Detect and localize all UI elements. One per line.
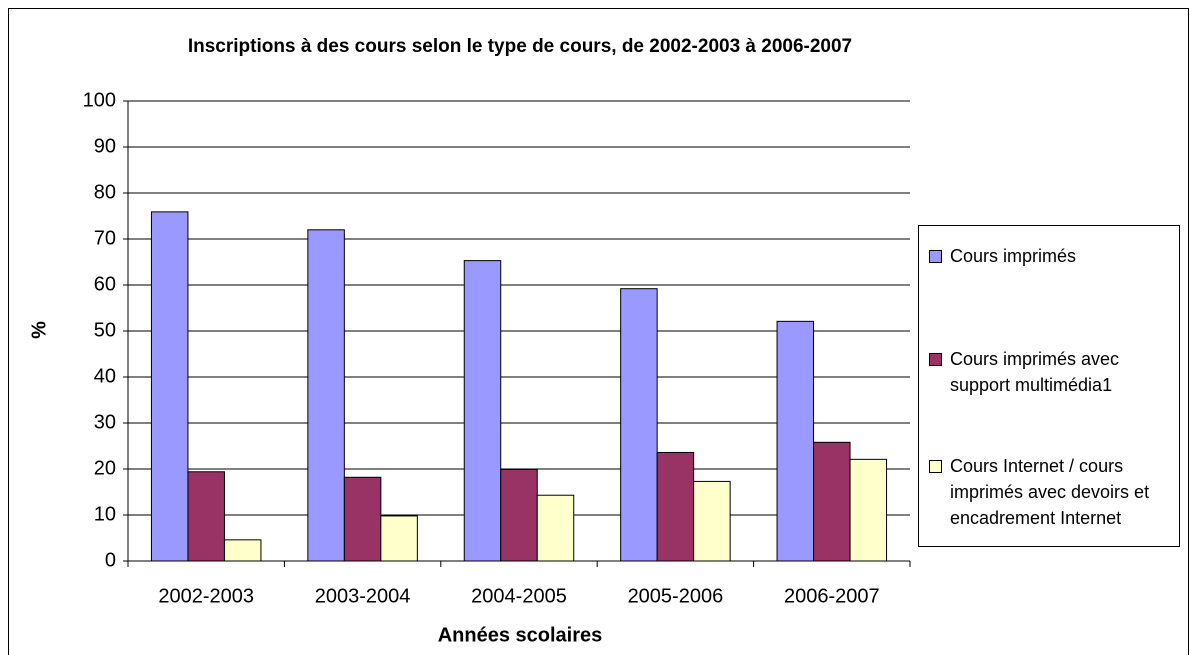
chart-title: Inscriptions à des cours selon le type d… xyxy=(188,36,852,57)
bar xyxy=(223,539,262,562)
bar xyxy=(463,260,502,562)
y-tick-label: 30 xyxy=(94,411,116,433)
y-tick-label: 80 xyxy=(94,181,116,203)
legend: Cours imprimés Cours imprimés avec suppor… xyxy=(918,225,1180,547)
x-tick-label: 2005-2006 xyxy=(628,585,724,607)
x-tick-label: 2004-2005 xyxy=(471,585,567,607)
bar xyxy=(380,515,418,562)
x-tick-label: 2003-2004 xyxy=(315,585,411,607)
y-tick-label: 20 xyxy=(94,457,116,479)
legend-swatch xyxy=(929,353,942,366)
legend-swatch xyxy=(929,460,942,473)
y-tick-label: 90 xyxy=(94,135,116,157)
y-tick-label: 40 xyxy=(94,365,116,387)
bar xyxy=(693,480,731,562)
bar xyxy=(150,211,189,562)
bar xyxy=(500,468,538,562)
y-tick-label: 60 xyxy=(94,273,116,295)
bar xyxy=(536,494,575,562)
y-tick-label: 50 xyxy=(94,319,116,341)
bar xyxy=(656,451,695,562)
legend-entry: Cours Internet / cours imprimés avec dev… xyxy=(929,453,1174,531)
y-tick-label: 10 xyxy=(94,503,116,525)
bar xyxy=(849,458,888,562)
bar xyxy=(620,288,658,562)
y-tick-label: 0 xyxy=(105,549,116,571)
legend-label: Cours imprimés avec support multimédia1 xyxy=(950,349,1120,395)
legend-swatch xyxy=(929,250,942,263)
bar xyxy=(343,476,382,562)
legend-label: Cours Internet / cours imprimés avec dev… xyxy=(950,456,1150,528)
bar xyxy=(307,229,345,562)
legend-entry: Cours imprimés avec support multimédia1 xyxy=(929,346,1174,398)
x-tick-label: 2002-2003 xyxy=(158,585,254,607)
y-tick-label: 100 xyxy=(83,89,116,111)
y-axis-title: % xyxy=(28,321,50,339)
y-tick-label: 70 xyxy=(94,227,116,249)
legend-label: Cours imprimés xyxy=(950,246,1077,266)
x-tick-label: 2006-2007 xyxy=(784,585,880,607)
x-axis-title: Années scolaires xyxy=(438,624,603,646)
bar xyxy=(187,471,225,562)
bar xyxy=(776,320,815,562)
legend-entry: Cours imprimés xyxy=(929,243,1174,269)
bar xyxy=(813,441,851,562)
